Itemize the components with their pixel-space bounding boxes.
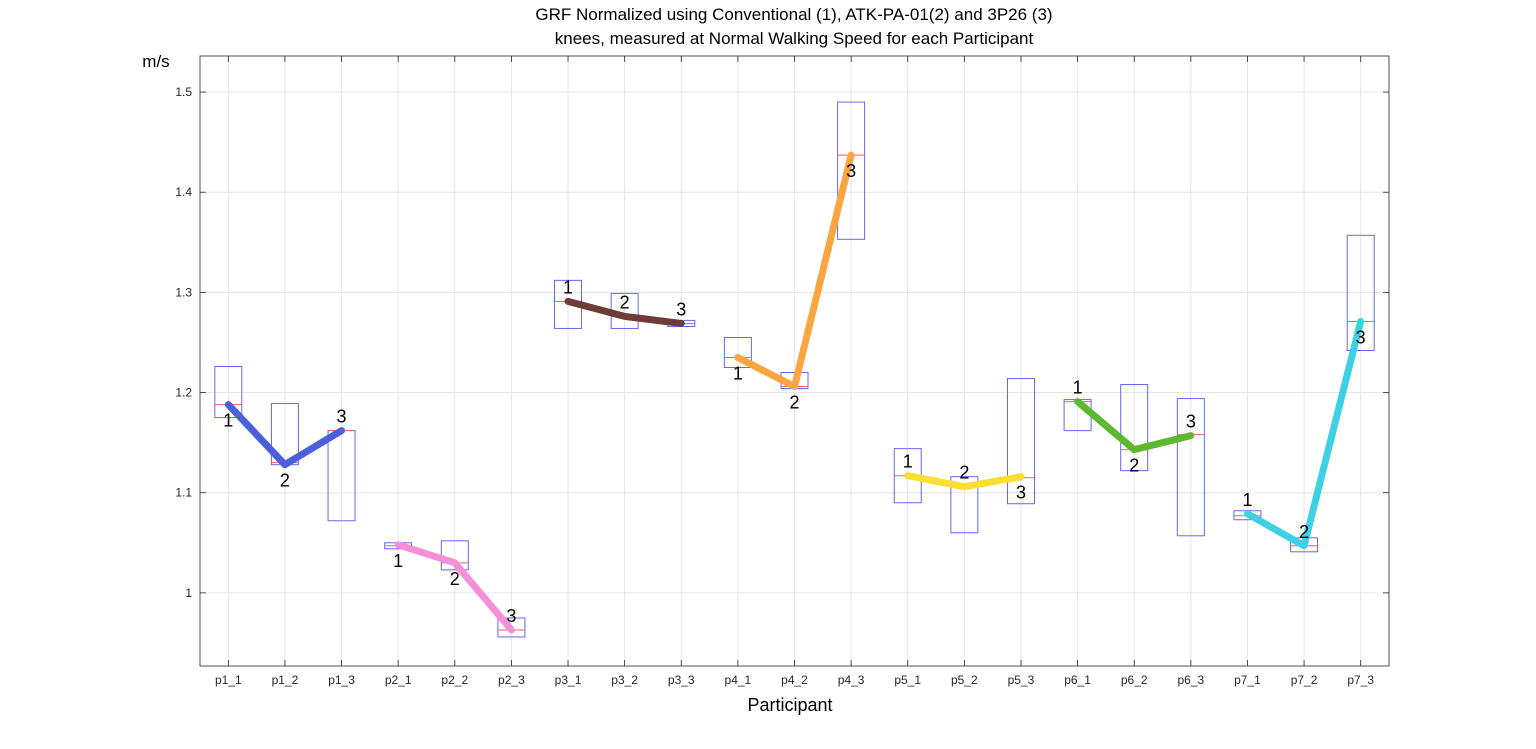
series-line-p7: [1243, 317, 1365, 550]
point-label-p3-2: 2: [620, 292, 630, 312]
box-p4_3: [837, 101, 866, 240]
series-lines: [224, 151, 1365, 634]
x-tick-label-p6_3: p6_3: [1177, 673, 1204, 687]
x-tick-label-p7_2: p7_2: [1291, 673, 1318, 687]
x-tick-label-p3_3: p3_3: [668, 673, 695, 687]
x-tick-label-p1_3: p1_3: [328, 673, 355, 687]
grid-lines: [200, 56, 1389, 666]
point-label-p7-1: 1: [1242, 490, 1252, 510]
point-label-p2-2: 2: [450, 569, 460, 589]
x-tick-label-p7_1: p7_1: [1234, 673, 1261, 687]
box-p5_2: [950, 476, 979, 534]
box-p6_2: [1120, 384, 1149, 472]
chart-subtitle: knees, measured at Normal Walking Speed …: [555, 29, 1034, 48]
point-label-p5-2: 2: [959, 463, 969, 483]
series-line-p3: [564, 297, 685, 327]
point-label-p6-1: 1: [1073, 378, 1083, 398]
point-label-p6-2: 2: [1129, 456, 1139, 476]
box-p6_3: [1176, 398, 1205, 537]
y-axis-unit-label: m/s: [142, 52, 169, 71]
box-p1_1: [214, 366, 243, 419]
point-label-p3-3: 3: [676, 299, 686, 319]
y-tick-label: 1.2: [175, 386, 192, 400]
point-label-p7-3: 3: [1356, 327, 1366, 347]
point-label-p2-3: 3: [506, 606, 516, 626]
box-p7_3: [1346, 234, 1375, 351]
point-label-p3-1: 1: [563, 277, 573, 297]
y-tick-label: 1: [185, 586, 192, 600]
y-tick-label: 1.4: [175, 185, 192, 199]
y-tick-label: 1.3: [175, 285, 192, 299]
series-line-p2: [394, 541, 515, 634]
x-tick-label-p2_1: p2_1: [385, 673, 412, 687]
series-line-p1: [224, 401, 346, 469]
point-label-p4-2: 2: [789, 393, 799, 413]
x-tick-label-p1_2: p1_2: [272, 673, 299, 687]
point-label-p5-1: 1: [903, 452, 913, 472]
series-line-p4: [734, 151, 855, 391]
x-tick-label-p6_1: p6_1: [1064, 673, 1091, 687]
series-line-p5: [904, 472, 1025, 491]
x-tick-label-p4_2: p4_2: [781, 673, 808, 687]
x-tick-label-p2_2: p2_2: [441, 673, 468, 687]
point-labels: 1 2 3 1 2 3 1 2 3 1 2 3 1 2 3 1 2 3 1 2 3: [223, 161, 1365, 626]
point-label-p6-3: 3: [1186, 412, 1196, 432]
x-tick-label-p5_3: p5_3: [1008, 673, 1035, 687]
y-tick-label: 1.1: [175, 486, 192, 500]
point-label-p4-1: 1: [733, 363, 743, 383]
y-tick-label: 1.5: [175, 85, 192, 99]
point-label-p1-1: 1: [223, 411, 233, 431]
point-label-p5-3: 3: [1016, 483, 1026, 503]
series-line-p6: [1074, 398, 1195, 454]
point-label-p1-3: 3: [337, 407, 347, 427]
x-tick-label-p3_1: p3_1: [555, 673, 582, 687]
x-tick-label-p6_2: p6_2: [1121, 673, 1148, 687]
point-label-p1-2: 2: [280, 471, 290, 491]
x-axis-label: Participant: [747, 695, 832, 715]
chart-title: GRF Normalized using Conventional (1), A…: [535, 5, 1052, 24]
point-label-p4-3: 3: [846, 161, 856, 181]
x-tick-label-p4_3: p4_3: [838, 673, 865, 687]
box-p5_3: [1006, 378, 1035, 505]
box-p4_1: [723, 336, 752, 369]
x-tick-label-p3_2: p3_2: [611, 673, 638, 687]
point-label-p7-2: 2: [1299, 522, 1309, 542]
x-tick-label-p5_1: p5_1: [894, 673, 921, 687]
x-tick-label-p2_3: p2_3: [498, 673, 525, 687]
x-tick-label-p1_1: p1_1: [215, 673, 242, 687]
box-p2_3: [497, 617, 526, 638]
x-tick-label-p4_1: p4_1: [725, 673, 752, 687]
point-label-p2-1: 1: [393, 551, 403, 571]
x-tick-label-p7_3: p7_3: [1347, 673, 1374, 687]
axes: 1 1.1 1.2 1.3 1.4 1.5 p1_1 p1_2 p1_3 p2_1 p2_2 p2_3…: [175, 55, 1390, 687]
x-tick-label-p5_2: p5_2: [951, 673, 978, 687]
